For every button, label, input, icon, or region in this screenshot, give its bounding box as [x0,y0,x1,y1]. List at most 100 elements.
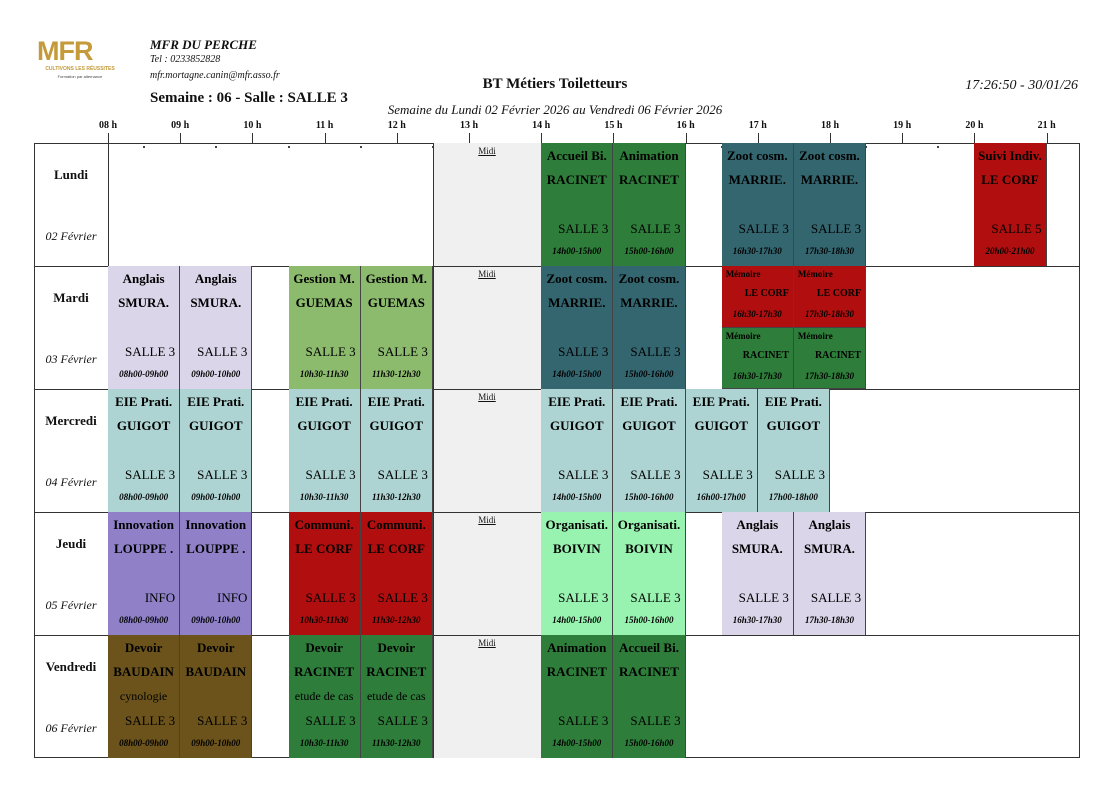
course-subject: EIE Prati. [295,394,353,409]
course-teacher: LOUPPE . [113,541,174,556]
course-room: SALLE 3 [774,467,825,482]
course-time: 09h00-10h00 [191,615,241,625]
course-teacher: RACINET [619,664,679,679]
course-teacher: RACINET [814,349,862,361]
midi-column [433,143,541,758]
course-teacher: BAUDAIN [185,664,247,679]
day-date: 05 Février [45,598,97,612]
hour-label: 13 h [459,120,479,131]
course-block: EIE Prati. GUIGOT SALLE 3 16h00-17h00 [685,389,758,512]
course-room: SALLE 3 [738,221,789,236]
course-block: Animation RACINET SALLE 3 15h00-16h00 [613,143,686,266]
midi-label: Midi [478,392,496,402]
course-teacher: RACINET [546,664,607,679]
course-time: 14h00-15h00 [552,246,602,256]
course-note: etude de cas [366,689,426,703]
half-hour-dot [937,146,940,148]
course-subject: Innovation [113,517,174,532]
course-room: SALLE 3 [377,590,428,605]
course-time: 15h00-16h00 [624,369,674,379]
course-time: 14h00-15h00 [552,738,602,748]
half-hour-dot [865,146,868,148]
course-teacher: BAUDAIN [113,664,174,679]
course-block-half: Mémoire RACINET 16h30-17h30 [721,327,794,389]
course-block: EIE Prati. GUIGOT SALLE 3 17h00-18h00 [757,389,830,512]
course-time: 08h00-09h00 [119,615,169,625]
course-time: 11h30-12h30 [372,492,421,502]
course-room: SALLE 3 [124,467,176,482]
course-teacher: RACINET [742,349,789,361]
course-subject: Gestion M. [293,271,355,286]
hour-tick [108,133,109,143]
week-range: Semaine du Lundi 02 Février 2026 au Vend… [387,102,723,117]
course-teacher: GUEMAS [295,295,353,310]
hour-label: 11 h [315,120,334,131]
course-subject: Gestion M. [365,271,427,286]
course-room: SALLE 3 [124,344,176,359]
course-room: SALLE 3 [738,590,789,605]
half-hour-dot [359,146,362,148]
course-block: Devoir BAUDAIN cynologie SALLE 3 08h00-09h00 [108,635,181,758]
course-room: SALLE 3 [197,344,248,359]
course-room: SALLE 3 [197,713,248,728]
course-time: 16h30-17h30 [732,615,782,625]
course-time: 11h30-12h30 [372,738,421,748]
course-time: 16h30-17h30 [732,309,782,319]
course-subject: Zoot cosm. [618,271,680,286]
course-block: Accueil Bi. RACINET SALLE 3 14h00-15h00 [541,143,614,266]
course-time: 09h00-10h00 [191,492,241,502]
course-block: Zoot cosm. MARRIE. SALLE 3 14h00-15h00 [541,266,614,389]
course-block: EIE Prati. GUIGOT SALLE 3 11h30-12h30 [360,389,433,512]
course-room: SALLE 3 [377,344,428,359]
course-block: EIE Prati. GUIGOT SALLE 3 15h00-16h00 [613,389,686,512]
course-block: Communi. LE CORF SALLE 3 11h30-12h30 [360,512,433,635]
course-subject: Devoir [197,640,235,655]
course-time: 17h30-18h30 [804,370,854,381]
course-block: Accueil Bi. RACINET SALLE 3 15h00-16h00 [613,635,686,758]
course-subject: Devoir [124,640,163,655]
course-block: Zoot cosm. MARRIE. SALLE 3 17h30-18h30 [793,143,867,266]
course-block: Zoot cosm. MARRIE. SALLE 3 15h00-16h00 [613,266,686,389]
course-room: SALLE 5 [991,221,1042,236]
course-time: 17h30-18h30 [804,309,854,319]
hour-tick [757,133,759,143]
course-teacher: RACINET [294,664,355,679]
hour-tick [613,133,615,143]
course-subject: Organisati. [617,517,681,532]
course-block: Anglais SMURA. SALLE 3 08h00-09h00 [108,266,181,389]
hour-tick [324,133,326,143]
day-date: 04 Février [45,475,97,489]
course-subject: EIE Prati. [764,394,822,409]
course-time: 10h30-11h30 [299,738,349,748]
hour-tick [902,133,904,143]
page-title: BT Métiers Toiletteurs [482,76,628,92]
course-subject: Devoir [377,640,416,655]
course-time: 09h00-10h00 [191,369,241,379]
course-teacher: SMURA. [804,541,855,556]
course-teacher: RACINET [546,172,607,187]
course-block: Innovation LOUPPE . INFO 08h00-09h00 [108,512,181,635]
course-subject: Mémoire [725,269,761,279]
course-teacher: SMURA. [118,295,170,310]
course-room: INFO [217,590,248,605]
course-room: SALLE 3 [630,344,681,359]
course-subject: EIE Prati. [367,394,425,409]
course-teacher: RACINET [619,172,679,187]
hour-tick [685,133,687,143]
hour-label: 20 h [965,120,984,131]
course-room: SALLE 3 [558,467,609,482]
hour-label: 19 h [893,120,912,131]
course-time: 09h00-10h00 [191,738,241,748]
course-teacher: LE CORF [295,541,353,556]
course-teacher: GUIGOT [550,418,604,433]
course-teacher: RACINET [366,664,427,679]
course-room: SALLE 3 [558,590,609,605]
course-time: 20h00-21h00 [985,246,1035,256]
course-subject: Mémoire [725,330,761,341]
course-subject: Anglais [808,517,851,532]
course-block: Devoir RACINET etude de cas SALLE 3 11h30-12… [360,635,433,758]
course-time: 10h30-11h30 [299,369,349,379]
course-subject: EIE Prati. [620,394,678,409]
course-block: Devoir RACINET etude de cas SALLE 3 10h30-11… [288,635,361,758]
day-name: Jeudi [55,536,87,551]
